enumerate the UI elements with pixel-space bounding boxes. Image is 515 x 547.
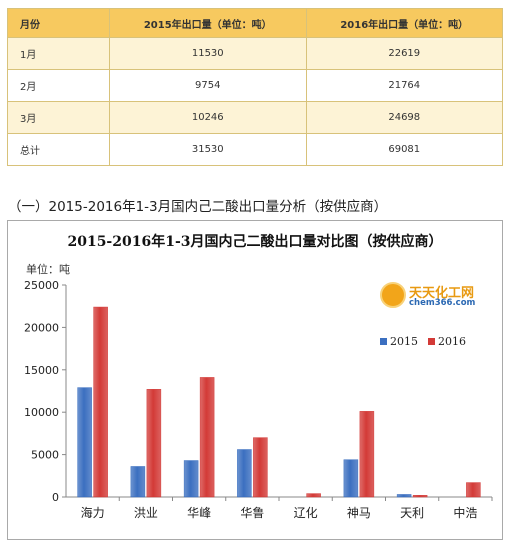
bar-chart: 2015-2016年1-3月国内己二酸出口量对比图（按供应商） 单位：吨 0 5000… bbox=[24, 233, 493, 520]
bar-2015-海力 bbox=[77, 387, 92, 498]
legend-swatch-2016 bbox=[428, 338, 435, 345]
y-tick-label: 20000 bbox=[24, 321, 59, 334]
cell-2015: 10246 bbox=[109, 101, 307, 134]
x-tick-label: 天利 bbox=[400, 506, 424, 520]
table-row: 2月 9754 21764 bbox=[7, 69, 503, 102]
bar-2016-天利 bbox=[412, 495, 428, 498]
y-tick-label: 25000 bbox=[24, 279, 59, 292]
x-tick-label: 洪业 bbox=[134, 506, 158, 520]
cell-month: 3月 bbox=[7, 101, 110, 134]
cell-2016: 24698 bbox=[305, 101, 503, 134]
cell-2015: 31530 bbox=[109, 133, 307, 166]
x-tick-label: 神马 bbox=[347, 506, 371, 520]
y-tick-label: 5000 bbox=[31, 449, 59, 462]
y-tick-label: 10000 bbox=[24, 406, 59, 419]
bar-2016-神马 bbox=[359, 411, 375, 498]
bar-2016-华峰 bbox=[199, 377, 215, 498]
bar-2015-天利 bbox=[396, 494, 412, 498]
bar-2015-华鲁 bbox=[237, 449, 252, 498]
x-tick-label: 华鲁 bbox=[240, 506, 264, 520]
watermark-logo: 天天化工网 chem366.com bbox=[378, 281, 475, 315]
bar-2016-辽化 bbox=[306, 493, 321, 498]
legend-swatch-2015 bbox=[380, 338, 387, 345]
x-tick-label: 华峰 bbox=[187, 506, 211, 520]
bar-2016-中浩 bbox=[466, 482, 481, 498]
bar-2016-海力 bbox=[93, 306, 108, 498]
table-row: 3月 10246 24698 bbox=[7, 101, 503, 134]
bar-2016-洪业 bbox=[146, 389, 162, 498]
cell-2016: 69081 bbox=[305, 133, 503, 166]
chart-title: 2015-2016年1-3月国内己二酸出口量对比图（按供应商） bbox=[67, 233, 442, 250]
y-axis-label: 单位：吨 bbox=[26, 262, 70, 276]
logo-icon bbox=[380, 282, 406, 308]
table-header-row: 月份 2015年出口量（单位：吨） 2016年出口量（单位：吨） bbox=[7, 8, 503, 38]
export-table-container: 月份 2015年出口量（单位：吨） 2016年出口量（单位：吨） 1月 1153… bbox=[7, 8, 503, 166]
cell-month: 2月 bbox=[7, 69, 110, 102]
cell-month: 1月 bbox=[7, 37, 110, 70]
x-tick-label: 辽化 bbox=[294, 506, 318, 520]
cell-2015: 11530 bbox=[109, 37, 307, 70]
table-row: 1月 11530 22619 bbox=[7, 37, 503, 70]
logo-name: 天天化工网 bbox=[409, 286, 475, 301]
bar-2015-洪业 bbox=[130, 466, 146, 498]
bar-2016-华鲁 bbox=[253, 437, 268, 498]
cell-2015: 9754 bbox=[109, 69, 307, 102]
logo-url: chem366.com bbox=[409, 298, 476, 308]
section-title: （一）2015-2016年1-3月国内己二酸出口量分析（按供应商） bbox=[8, 199, 388, 215]
legend-label-2016: 2016 bbox=[438, 335, 466, 348]
cell-month: 总计 bbox=[7, 133, 110, 166]
y-tick-label: 15000 bbox=[24, 364, 59, 377]
cell-2016: 22619 bbox=[305, 37, 503, 70]
bar-2015-神马 bbox=[343, 459, 359, 498]
header-2015: 2015年出口量（单位：吨） bbox=[109, 8, 307, 38]
chart-frame: 2015-2016年1-3月国内己二酸出口量对比图（按供应商） 单位：吨 0 5000… bbox=[7, 220, 503, 540]
header-month: 月份 bbox=[7, 8, 110, 38]
header-2016: 2016年出口量（单位：吨） bbox=[305, 8, 503, 38]
x-tick-label: 海力 bbox=[81, 505, 105, 520]
export-table: 月份 2015年出口量（单位：吨） 2016年出口量（单位：吨） 1月 1153… bbox=[7, 8, 503, 166]
cell-2016: 21764 bbox=[305, 69, 503, 102]
table-row: 总计 31530 69081 bbox=[7, 133, 503, 166]
bar-2015-华峰 bbox=[183, 460, 199, 498]
legend-label-2015: 2015 bbox=[390, 335, 418, 348]
x-tick-label: 中浩 bbox=[453, 505, 477, 520]
y-tick-label: 0 bbox=[52, 491, 59, 504]
